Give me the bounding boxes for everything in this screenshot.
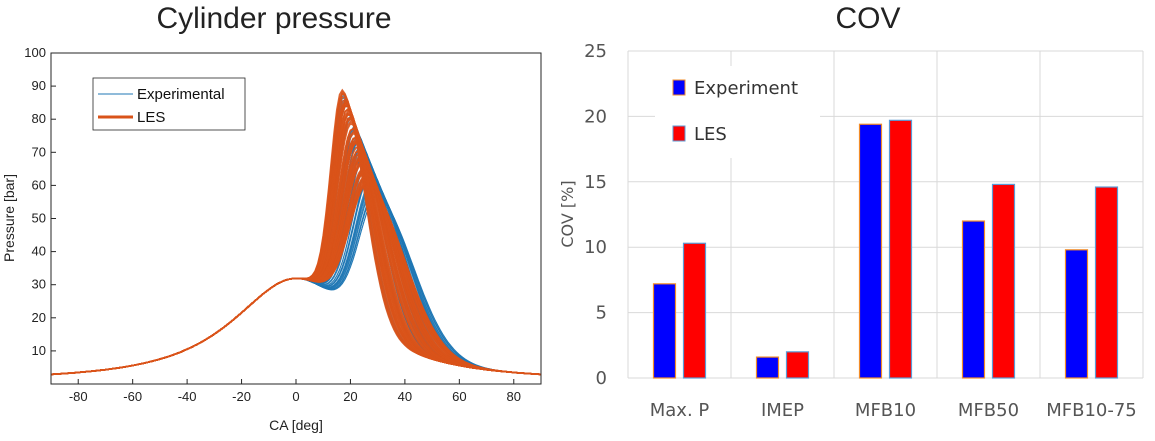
bar-experiment: [652, 283, 677, 379]
x-axis-categories: Max. P IMEP MFB10 MFB50 MFB10-75: [650, 400, 1137, 421]
y-axis-label: COV [%]: [558, 180, 577, 247]
grid-lines: [627, 50, 1144, 379]
y-tick-label: 0: [596, 368, 607, 389]
bar-experiment: [755, 356, 780, 379]
bars: [652, 119, 1119, 379]
y-tick-label: 20: [32, 310, 46, 325]
y-tick-label: 25: [584, 41, 607, 62]
x-category-label: MFB50: [958, 400, 1019, 421]
y-axis-label: Pressure [bar]: [1, 174, 17, 262]
y-tick-label: 60: [32, 177, 46, 192]
y-tick-label: 100: [24, 45, 46, 60]
x-tick-label: -40: [178, 389, 197, 404]
x-category-label: MFB10-75: [1046, 400, 1137, 421]
x-tick-label: 0: [292, 389, 299, 404]
y-tick-label: 15: [584, 172, 607, 193]
y-tick-label: 30: [32, 277, 46, 292]
x-category-label: Max. P: [650, 400, 710, 421]
legend-swatch-experiment: [672, 79, 686, 96]
bar-les: [785, 351, 810, 379]
chart-title: Cylinder pressure: [156, 2, 391, 35]
legend: Experiment LES: [655, 66, 820, 158]
y-tick-label: 20: [584, 106, 607, 127]
legend: Experimental LES: [92, 77, 246, 131]
x-tick-label: -60: [123, 389, 142, 404]
y-tick-label: 40: [32, 244, 46, 259]
x-tick-label: 40: [398, 389, 412, 404]
cov-chart: COV 0 5 10 15 20 25 Max. P IMEP MFB10 MFB50 MFB10…: [558, 2, 1144, 421]
legend-label-les: LES: [137, 109, 165, 126]
bar-les: [1094, 186, 1119, 379]
x-category-label: MFB10: [855, 400, 916, 421]
chart-title: COV: [835, 2, 900, 35]
bar-experiment: [858, 123, 883, 379]
y-tick-label: 10: [584, 237, 607, 258]
y-tick-label: 10: [32, 343, 46, 358]
legend-label-les: LES: [694, 124, 727, 145]
x-axis-label: CA [deg]: [269, 417, 323, 433]
pressure-cycle-line: [50, 170, 542, 376]
bar-experiment: [1064, 249, 1089, 379]
legend-box: [92, 77, 246, 131]
y-tick-label: 70: [32, 144, 46, 159]
y-tick-label: 90: [32, 78, 46, 93]
y-axis-ticks: 10 20 30 40 50 60 70 80 90 100: [24, 45, 56, 358]
y-axis-ticks: 0 5 10 15 20 25: [584, 41, 607, 389]
x-tick-label: -20: [232, 389, 251, 404]
y-tick-label: 5: [596, 303, 607, 324]
pressure-traces: [50, 88, 542, 376]
cylinder-pressure-chart: Cylinder pressure -80 -60 -40 -20 0 20 40 60 80 …: [1, 2, 542, 433]
bar-les: [888, 119, 913, 379]
x-tick-label: 60: [452, 389, 466, 404]
x-tick-label: 20: [343, 389, 357, 404]
y-tick-label: 80: [32, 111, 46, 126]
legend-label-experiment: Experiment: [694, 78, 798, 99]
legend-label-experimental: Experimental: [137, 86, 225, 103]
x-tick-label: -80: [69, 389, 88, 404]
x-tick-label: 80: [507, 389, 521, 404]
bar-les: [991, 183, 1016, 379]
bar-les: [682, 242, 707, 379]
legend-swatch-les: [672, 125, 686, 142]
series-les: [50, 88, 542, 376]
x-axis-ticks: -80 -60 -40 -20 0 20 40 60 80: [69, 379, 521, 404]
bar-experiment: [961, 220, 986, 379]
y-tick-label: 50: [32, 211, 46, 226]
x-category-label: IMEP: [761, 400, 804, 421]
